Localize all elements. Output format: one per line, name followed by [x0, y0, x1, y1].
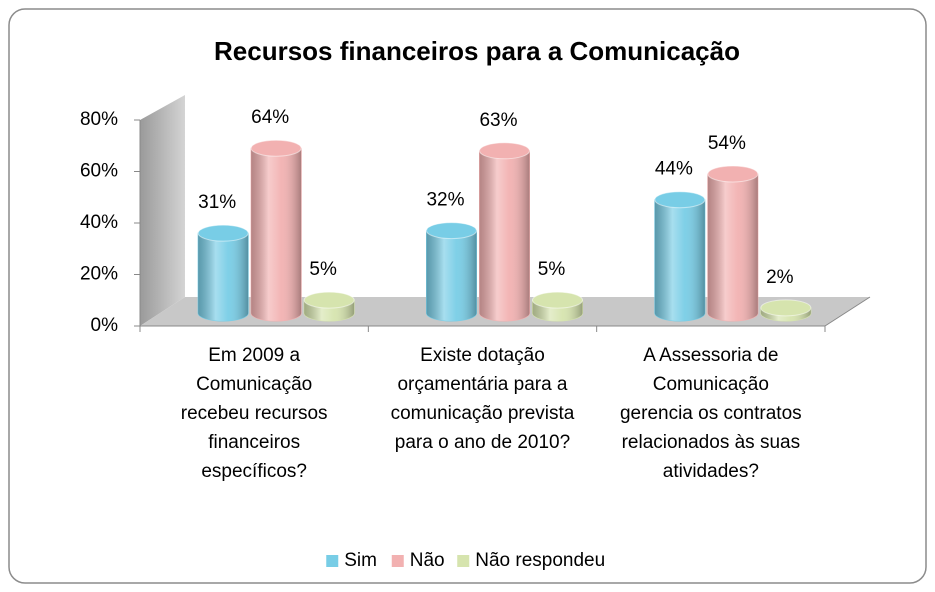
bar-top [760, 299, 812, 317]
bar [426, 222, 477, 322]
y-tick-label: 20% [80, 264, 118, 285]
bar-shade [251, 148, 302, 321]
chart-title: Recursos financeiros para a Comunicação [214, 36, 740, 66]
value-label: 64% [251, 107, 289, 128]
bar-top [654, 191, 706, 209]
legend-swatch [457, 555, 470, 567]
bar [479, 142, 530, 322]
y-tick-label: 60% [80, 161, 118, 182]
value-label: 32% [426, 190, 464, 211]
x-tick-label: Em 2009 a Comunicação recebeu recursos f… [180, 345, 328, 482]
x-tick-label: Existe dotação orçamentária para a comun… [390, 345, 575, 453]
legend-swatch [326, 555, 339, 567]
bar [303, 291, 355, 322]
legend-swatch [391, 555, 404, 567]
bar-top [303, 291, 355, 309]
bar-shade [198, 233, 249, 321]
bar [197, 224, 249, 322]
legend-label: Sim [344, 550, 377, 571]
floor-edge [824, 296, 871, 327]
bar [760, 299, 812, 322]
bar-shade [654, 199, 705, 321]
side-wall [140, 95, 185, 326]
legend-label: Não respondeu [475, 550, 605, 571]
bar-shade [707, 173, 758, 321]
legend-label: Não [410, 550, 445, 571]
bar [707, 165, 759, 322]
y-tick-label: 80% [80, 109, 118, 130]
bar-top [250, 139, 302, 157]
bar-top [197, 224, 249, 242]
bar-top [479, 142, 530, 160]
value-label: 54% [708, 133, 746, 154]
value-label: 2% [766, 267, 794, 288]
bar [654, 191, 706, 322]
value-label: 5% [309, 259, 337, 280]
y-tick-label: 40% [80, 212, 118, 233]
value-label: 5% [538, 259, 566, 280]
bar-shade [479, 150, 530, 321]
bar [532, 291, 583, 322]
bar-shade [426, 230, 477, 321]
x-tick-label: A Assessoria de Comunicação gerencia os … [619, 345, 802, 482]
bar-top [707, 165, 759, 183]
bar-top [532, 291, 583, 309]
value-label: 31% [198, 192, 236, 213]
bar [250, 139, 302, 322]
value-label: 63% [479, 110, 517, 131]
bar-top [426, 222, 477, 240]
y-tick-label: 0% [91, 315, 119, 336]
value-label: 44% [655, 159, 693, 180]
